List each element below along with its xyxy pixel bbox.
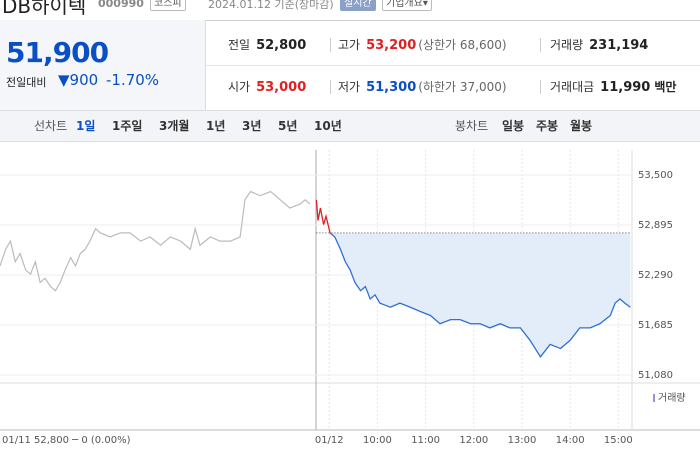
- summary-value: 11,990: [600, 80, 651, 95]
- summary-value: 51,300: [366, 80, 417, 95]
- change: ▼900: [58, 71, 99, 89]
- summary-cell: 거래대금 11,990 백만: [550, 78, 676, 95]
- period-button[interactable]: 5년: [278, 119, 298, 133]
- price: 51,900: [6, 36, 109, 69]
- summary-cell: 고가 53,200 (상한가 68,600): [338, 36, 507, 53]
- row-divider: [206, 65, 700, 66]
- summary-value: 52,800: [256, 38, 307, 53]
- x-tick-label: 01/12: [315, 435, 344, 446]
- summary-note: (상한가 68,600): [418, 38, 507, 52]
- volume-legend-swatch: [653, 394, 655, 402]
- x-tick-label: 15:00: [604, 435, 633, 446]
- period-button[interactable]: 1주일: [112, 119, 143, 133]
- divider: [0, 20, 700, 21]
- realtime-badge[interactable]: 실시간: [340, 0, 376, 11]
- period-button[interactable]: 1년: [206, 119, 226, 133]
- summary-cell: 시가 53,000: [228, 78, 306, 95]
- price-line: [0, 190, 311, 292]
- x-tick-label: 10:00: [363, 435, 392, 446]
- summary-label: 시가: [228, 80, 251, 94]
- summary-label: 거래대금: [550, 80, 595, 94]
- change-pct: -1.70%: [106, 71, 160, 89]
- price-line-down: [329, 232, 631, 358]
- x-tick-label: 14:00: [556, 435, 585, 446]
- quote-box: [0, 20, 206, 110]
- summary-cell: 저가 51,300 (하한가 37,000): [338, 78, 507, 95]
- summary-label: 전일: [228, 38, 251, 52]
- market-badge: 코스피: [150, 0, 186, 11]
- candle-button[interactable]: 월봉: [570, 119, 593, 133]
- summary-label: 고가: [338, 38, 361, 52]
- y-tick-label: 52,290: [638, 270, 673, 281]
- line-chart-label: 선차트: [34, 119, 68, 133]
- period-button[interactable]: 1일: [76, 119, 96, 133]
- volume-label: 거래량: [658, 392, 686, 404]
- summary-note: (하한가 37,000): [418, 80, 507, 94]
- summary-cell: 거래량 231,194: [550, 36, 648, 53]
- company-info[interactable]: 기업개요▾: [382, 0, 432, 11]
- x-tick-label: 13:00: [508, 435, 537, 446]
- y-tick-label: 51,080: [638, 370, 673, 381]
- summary-label: 저가: [338, 80, 361, 94]
- summary-value: 53,200: [366, 38, 417, 53]
- change-value: 900: [69, 71, 99, 89]
- period-button[interactable]: 3개월: [159, 119, 190, 133]
- y-tick-label: 53,500: [638, 170, 673, 181]
- summary-label: 거래량: [550, 38, 584, 52]
- summary-unit: 백만: [654, 80, 677, 94]
- cell-divider: [540, 38, 541, 52]
- candle-button[interactable]: 주봉: [536, 119, 559, 133]
- period-button[interactable]: 10년: [314, 119, 342, 133]
- summary-value: 53,000: [256, 80, 307, 95]
- summary-value: 231,194: [589, 38, 649, 53]
- area-fill: [330, 232, 631, 357]
- cell-divider: [330, 80, 331, 94]
- stock-name: DB하이텍: [2, 0, 87, 18]
- toolbar: [0, 110, 700, 142]
- company-info-label: 기업개요: [386, 0, 423, 9]
- x-tick-label: 11:00: [411, 435, 440, 446]
- cell-divider: [540, 80, 541, 94]
- annotation: 01/11 52,800 ─ 0 (0.00%): [2, 435, 131, 446]
- candle-button[interactable]: 일봉: [502, 119, 525, 133]
- change-label: 전일대비: [6, 76, 47, 89]
- summary-cell: 전일 52,800: [228, 36, 306, 53]
- date: 2024.01.12 기준(장마감): [208, 0, 334, 11]
- y-tick-label: 52,895: [638, 220, 673, 231]
- stock-code: 000990: [98, 0, 144, 10]
- cell-divider: [330, 38, 331, 52]
- period-button[interactable]: 3년: [242, 119, 262, 133]
- y-tick-label: 51,685: [638, 320, 673, 331]
- x-tick-label: 12:00: [459, 435, 488, 446]
- candle-chart-label: 봉차트: [455, 119, 489, 133]
